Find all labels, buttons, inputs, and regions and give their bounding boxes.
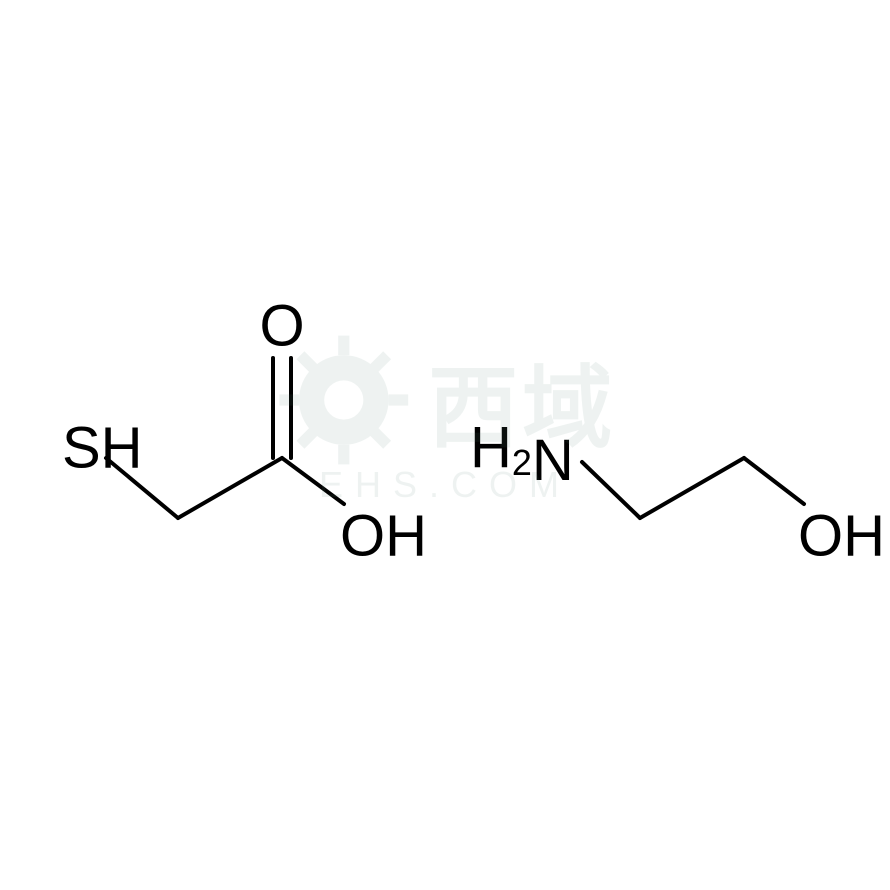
chemical-structure-svg: SH O OH H2N OH: [0, 0, 890, 890]
bond-group: [106, 358, 804, 518]
atom-label-group: SH O OH H2N OH: [62, 293, 885, 568]
atom-OH: OH: [340, 503, 427, 568]
atom-OH2: OH: [798, 503, 885, 568]
atom-H2N: H2N: [470, 415, 574, 493]
atom-O_d: O: [259, 293, 304, 358]
atom-SH: SH: [62, 415, 143, 480]
